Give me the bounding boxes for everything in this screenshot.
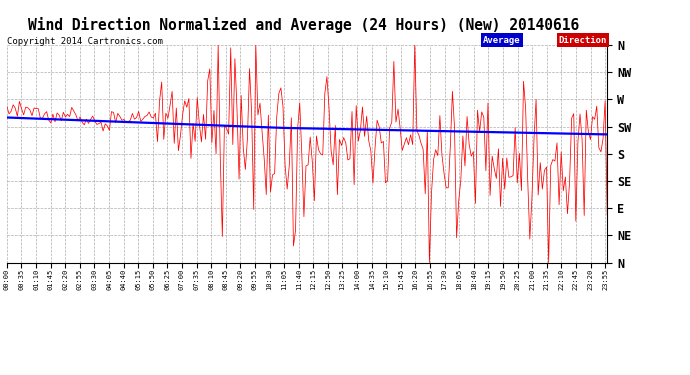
Text: Copyright 2014 Cartronics.com: Copyright 2014 Cartronics.com [7, 38, 163, 46]
Text: Wind Direction Normalized and Average (24 Hours) (New) 20140616: Wind Direction Normalized and Average (2… [28, 17, 579, 33]
Text: Direction: Direction [559, 36, 607, 45]
Text: Average: Average [483, 36, 521, 45]
